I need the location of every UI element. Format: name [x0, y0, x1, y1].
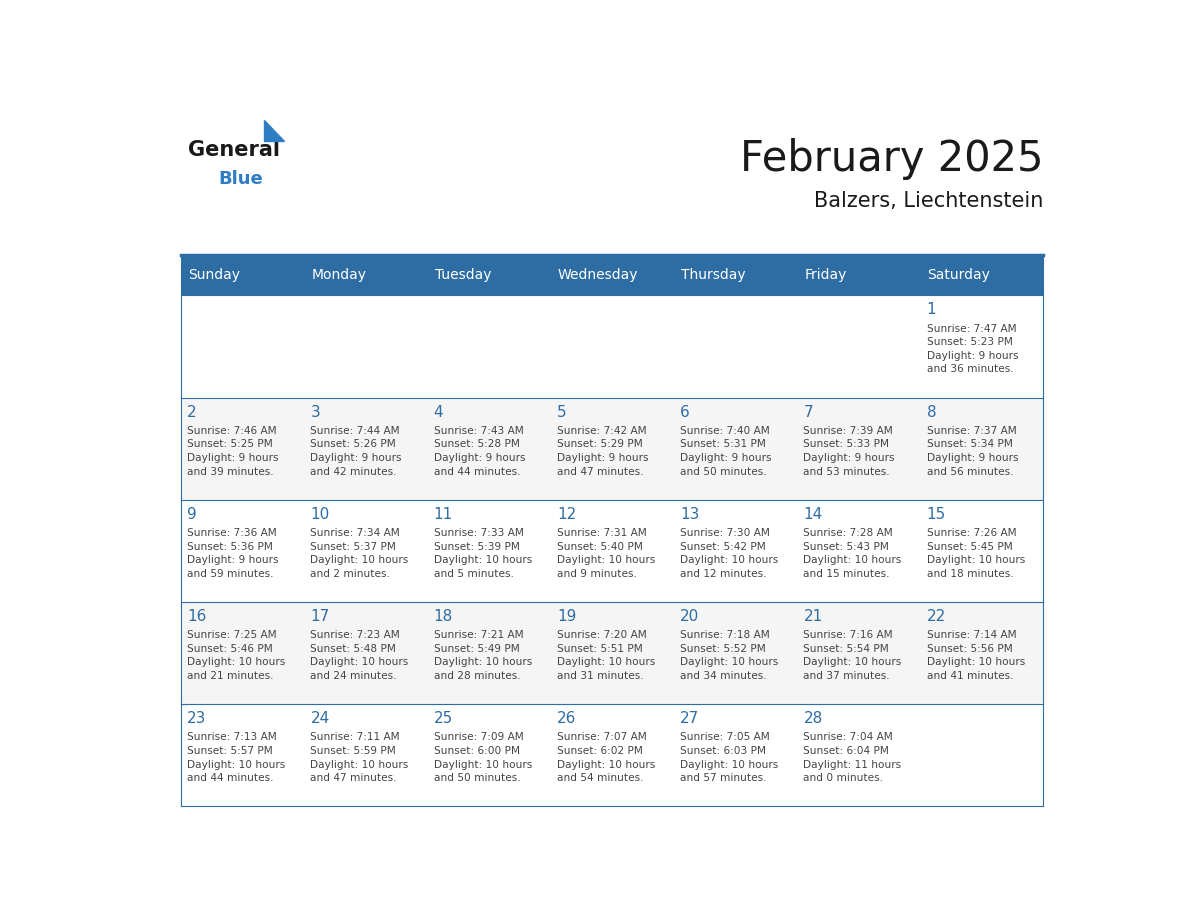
Bar [181, 602, 1043, 704]
Text: 27: 27 [681, 711, 700, 726]
Text: Sunday: Sunday [188, 268, 240, 282]
Bar [181, 499, 1043, 602]
Text: Sunrise: 7:44 AM
Sunset: 5:26 PM
Daylight: 9 hours
and 42 minutes.: Sunrise: 7:44 AM Sunset: 5:26 PM Dayligh… [310, 426, 402, 476]
Bar [304, 255, 428, 296]
Text: Sunrise: 7:31 AM
Sunset: 5:40 PM
Daylight: 10 hours
and 9 minutes.: Sunrise: 7:31 AM Sunset: 5:40 PM Dayligh… [557, 528, 655, 579]
Text: 5: 5 [557, 405, 567, 420]
Bar [181, 296, 1043, 397]
Text: Sunrise: 7:20 AM
Sunset: 5:51 PM
Daylight: 10 hours
and 31 minutes.: Sunrise: 7:20 AM Sunset: 5:51 PM Dayligh… [557, 631, 655, 681]
Bar [921, 255, 1043, 296]
Text: 16: 16 [188, 609, 207, 624]
Bar [181, 255, 304, 296]
Text: Sunrise: 7:34 AM
Sunset: 5:37 PM
Daylight: 10 hours
and 2 minutes.: Sunrise: 7:34 AM Sunset: 5:37 PM Dayligh… [310, 528, 409, 579]
Polygon shape [264, 120, 284, 141]
Text: 19: 19 [557, 609, 576, 624]
Text: Sunrise: 7:04 AM
Sunset: 6:04 PM
Daylight: 11 hours
and 0 minutes.: Sunrise: 7:04 AM Sunset: 6:04 PM Dayligh… [803, 733, 902, 783]
Text: Sunrise: 7:36 AM
Sunset: 5:36 PM
Daylight: 9 hours
and 59 minutes.: Sunrise: 7:36 AM Sunset: 5:36 PM Dayligh… [188, 528, 279, 579]
Text: February 2025: February 2025 [740, 139, 1043, 181]
Text: Balzers, Liechtenstein: Balzers, Liechtenstein [814, 192, 1043, 211]
Bar [181, 397, 1043, 499]
Text: 20: 20 [681, 609, 700, 624]
Text: Blue: Blue [219, 170, 264, 187]
Text: Sunrise: 7:43 AM
Sunset: 5:28 PM
Daylight: 9 hours
and 44 minutes.: Sunrise: 7:43 AM Sunset: 5:28 PM Dayligh… [434, 426, 525, 476]
Text: 21: 21 [803, 609, 822, 624]
Text: Sunrise: 7:09 AM
Sunset: 6:00 PM
Daylight: 10 hours
and 50 minutes.: Sunrise: 7:09 AM Sunset: 6:00 PM Dayligh… [434, 733, 532, 783]
Bar [674, 255, 797, 296]
Text: General: General [188, 140, 280, 160]
Text: Sunrise: 7:30 AM
Sunset: 5:42 PM
Daylight: 10 hours
and 12 minutes.: Sunrise: 7:30 AM Sunset: 5:42 PM Dayligh… [681, 528, 778, 579]
Text: 13: 13 [681, 507, 700, 521]
Text: 15: 15 [927, 507, 946, 521]
Text: Sunrise: 7:21 AM
Sunset: 5:49 PM
Daylight: 10 hours
and 28 minutes.: Sunrise: 7:21 AM Sunset: 5:49 PM Dayligh… [434, 631, 532, 681]
Text: Sunrise: 7:28 AM
Sunset: 5:43 PM
Daylight: 10 hours
and 15 minutes.: Sunrise: 7:28 AM Sunset: 5:43 PM Dayligh… [803, 528, 902, 579]
Bar [797, 255, 921, 296]
Text: Sunrise: 7:26 AM
Sunset: 5:45 PM
Daylight: 10 hours
and 18 minutes.: Sunrise: 7:26 AM Sunset: 5:45 PM Dayligh… [927, 528, 1025, 579]
Text: 12: 12 [557, 507, 576, 521]
Text: Sunrise: 7:46 AM
Sunset: 5:25 PM
Daylight: 9 hours
and 39 minutes.: Sunrise: 7:46 AM Sunset: 5:25 PM Dayligh… [188, 426, 279, 476]
Text: Sunrise: 7:47 AM
Sunset: 5:23 PM
Daylight: 9 hours
and 36 minutes.: Sunrise: 7:47 AM Sunset: 5:23 PM Dayligh… [927, 324, 1018, 375]
Text: 1: 1 [927, 302, 936, 318]
Text: 8: 8 [927, 405, 936, 420]
Text: Sunrise: 7:05 AM
Sunset: 6:03 PM
Daylight: 10 hours
and 57 minutes.: Sunrise: 7:05 AM Sunset: 6:03 PM Dayligh… [681, 733, 778, 783]
Text: 23: 23 [188, 711, 207, 726]
Text: 9: 9 [188, 507, 197, 521]
Text: Saturday: Saturday [928, 268, 991, 282]
Text: Sunrise: 7:11 AM
Sunset: 5:59 PM
Daylight: 10 hours
and 47 minutes.: Sunrise: 7:11 AM Sunset: 5:59 PM Dayligh… [310, 733, 409, 783]
Text: 6: 6 [681, 405, 690, 420]
Text: Sunrise: 7:07 AM
Sunset: 6:02 PM
Daylight: 10 hours
and 54 minutes.: Sunrise: 7:07 AM Sunset: 6:02 PM Dayligh… [557, 733, 655, 783]
Text: 28: 28 [803, 711, 822, 726]
Text: 25: 25 [434, 711, 453, 726]
Text: 14: 14 [803, 507, 822, 521]
Bar [181, 704, 1043, 806]
Text: 26: 26 [557, 711, 576, 726]
Text: Wednesday: Wednesday [558, 268, 638, 282]
Text: Sunrise: 7:42 AM
Sunset: 5:29 PM
Daylight: 9 hours
and 47 minutes.: Sunrise: 7:42 AM Sunset: 5:29 PM Dayligh… [557, 426, 649, 476]
Text: 22: 22 [927, 609, 946, 624]
Text: 10: 10 [310, 507, 329, 521]
Text: Monday: Monday [311, 268, 366, 282]
Text: 4: 4 [434, 405, 443, 420]
Text: Sunrise: 7:33 AM
Sunset: 5:39 PM
Daylight: 10 hours
and 5 minutes.: Sunrise: 7:33 AM Sunset: 5:39 PM Dayligh… [434, 528, 532, 579]
Text: Sunrise: 7:23 AM
Sunset: 5:48 PM
Daylight: 10 hours
and 24 minutes.: Sunrise: 7:23 AM Sunset: 5:48 PM Dayligh… [310, 631, 409, 681]
Text: 7: 7 [803, 405, 813, 420]
Text: Thursday: Thursday [681, 268, 746, 282]
Text: Tuesday: Tuesday [435, 268, 491, 282]
Text: Sunrise: 7:37 AM
Sunset: 5:34 PM
Daylight: 9 hours
and 56 minutes.: Sunrise: 7:37 AM Sunset: 5:34 PM Dayligh… [927, 426, 1018, 476]
Text: 24: 24 [310, 711, 329, 726]
Text: Sunrise: 7:14 AM
Sunset: 5:56 PM
Daylight: 10 hours
and 41 minutes.: Sunrise: 7:14 AM Sunset: 5:56 PM Dayligh… [927, 631, 1025, 681]
Bar [550, 255, 674, 296]
Text: 2: 2 [188, 405, 197, 420]
Text: Sunrise: 7:25 AM
Sunset: 5:46 PM
Daylight: 10 hours
and 21 minutes.: Sunrise: 7:25 AM Sunset: 5:46 PM Dayligh… [188, 631, 285, 681]
Text: Sunrise: 7:39 AM
Sunset: 5:33 PM
Daylight: 9 hours
and 53 minutes.: Sunrise: 7:39 AM Sunset: 5:33 PM Dayligh… [803, 426, 895, 476]
Text: 18: 18 [434, 609, 453, 624]
Text: Sunrise: 7:16 AM
Sunset: 5:54 PM
Daylight: 10 hours
and 37 minutes.: Sunrise: 7:16 AM Sunset: 5:54 PM Dayligh… [803, 631, 902, 681]
Bar [428, 255, 550, 296]
Text: 3: 3 [310, 405, 320, 420]
Text: Sunrise: 7:18 AM
Sunset: 5:52 PM
Daylight: 10 hours
and 34 minutes.: Sunrise: 7:18 AM Sunset: 5:52 PM Dayligh… [681, 631, 778, 681]
Text: Sunrise: 7:40 AM
Sunset: 5:31 PM
Daylight: 9 hours
and 50 minutes.: Sunrise: 7:40 AM Sunset: 5:31 PM Dayligh… [681, 426, 772, 476]
Text: 17: 17 [310, 609, 329, 624]
Text: Sunrise: 7:13 AM
Sunset: 5:57 PM
Daylight: 10 hours
and 44 minutes.: Sunrise: 7:13 AM Sunset: 5:57 PM Dayligh… [188, 733, 285, 783]
Text: Friday: Friday [804, 268, 847, 282]
Text: 11: 11 [434, 507, 453, 521]
